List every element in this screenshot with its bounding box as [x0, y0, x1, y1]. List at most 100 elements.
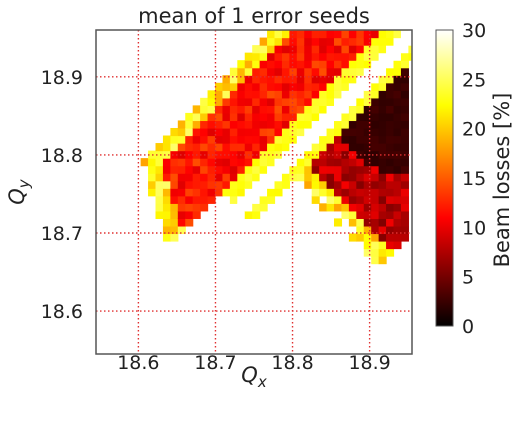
heatmap-cell — [393, 173, 402, 182]
colorbar-tick-label: 15 — [462, 168, 486, 190]
heatmap-cell — [259, 135, 268, 144]
heatmap-cell — [229, 127, 238, 137]
heatmap-cell — [400, 135, 409, 144]
heatmap-cell — [371, 165, 380, 174]
heatmap-cell — [304, 52, 313, 61]
heatmap-cell — [267, 82, 276, 91]
heatmap-cell — [326, 150, 335, 159]
heatmap-cell — [363, 75, 372, 84]
heatmap-cell — [274, 120, 283, 129]
heatmap-cell — [296, 60, 305, 69]
heatmap-cell — [348, 60, 357, 69]
heatmap-cell — [386, 233, 395, 242]
heatmap-cell — [393, 225, 402, 235]
heatmap-cell — [326, 158, 335, 167]
heatmap-cell — [348, 158, 357, 167]
heatmap-cell — [229, 90, 238, 99]
heatmap-cell — [371, 82, 380, 91]
heatmap-cell — [348, 75, 357, 84]
x-axis-label: Qx — [241, 363, 267, 391]
heatmap-cell — [341, 127, 350, 137]
heatmap-cell — [326, 173, 335, 182]
heatmap-cell — [162, 180, 171, 189]
heatmap-cell — [386, 60, 395, 69]
heatmap-cell — [326, 143, 335, 152]
heatmap-cell — [215, 158, 224, 167]
heatmap-cell — [252, 165, 261, 174]
heatmap-cell — [348, 233, 357, 242]
colorbar-tick-label: 25 — [462, 69, 486, 91]
heatmap-cell — [334, 37, 343, 46]
heatmap-cell — [311, 45, 320, 54]
heatmap-cell — [259, 112, 268, 122]
heatmap-cell — [371, 173, 380, 182]
heatmap-cell — [281, 143, 290, 152]
heatmap-cell — [326, 97, 335, 106]
heatmap-cell — [252, 82, 261, 91]
heatmap-cell — [378, 240, 387, 250]
heatmap-cell — [281, 180, 290, 189]
heatmap-cell — [185, 180, 194, 189]
heatmap-cell — [162, 150, 171, 159]
heatmap-cell — [162, 225, 171, 235]
heatmap-cell — [356, 90, 365, 99]
heatmap-cell — [267, 75, 276, 84]
heatmap-cell — [371, 60, 380, 69]
heatmap-cell — [296, 105, 305, 114]
heatmap-cell — [177, 173, 186, 182]
heatmap-cell — [341, 112, 350, 122]
heatmap-cell — [237, 112, 246, 122]
heatmap-cell — [334, 30, 343, 39]
heatmap-cell — [244, 158, 253, 167]
heatmap-cell — [341, 135, 350, 144]
heatmap-cell — [386, 218, 395, 227]
heatmap-cell — [222, 143, 231, 152]
heatmap-cell — [192, 203, 201, 212]
heatmap-cell — [334, 52, 343, 61]
heatmap-cell — [334, 112, 343, 122]
heatmap-cell — [363, 127, 372, 137]
heatmap-cell — [162, 165, 171, 174]
heatmap-cell — [185, 173, 194, 182]
heatmap-cell — [393, 180, 402, 189]
heatmap-cell — [356, 135, 365, 144]
heatmap-cell — [244, 203, 253, 212]
heatmap-cell — [274, 150, 283, 159]
heatmap-cell — [363, 188, 372, 197]
heatmap-cell — [341, 188, 350, 197]
heatmap-cell — [281, 75, 290, 84]
heatmap-cell — [400, 218, 409, 227]
heatmap-cell — [259, 180, 268, 189]
heatmap-cell — [274, 90, 283, 99]
heatmap-cell — [200, 120, 209, 129]
heatmap-cell — [259, 150, 268, 159]
heatmap-cell — [319, 203, 328, 212]
heatmap-cell — [334, 188, 343, 197]
heatmap-cell — [363, 195, 372, 204]
heatmap-cell — [237, 173, 246, 182]
heatmap-cell — [334, 90, 343, 99]
heatmap-cell — [393, 52, 402, 61]
heatmap-cell — [252, 158, 261, 167]
heatmap-cell — [311, 90, 320, 99]
heatmap-cell — [267, 52, 276, 61]
heatmap-cell — [162, 143, 171, 152]
heatmap-cell — [393, 120, 402, 129]
heatmap-cell — [334, 173, 343, 182]
heatmap-cell — [237, 188, 246, 197]
heatmap-cell — [229, 75, 238, 84]
heatmap-cell — [408, 52, 412, 61]
heatmap-cell — [259, 90, 268, 99]
heatmap-cell — [371, 135, 380, 144]
heatmap-cell — [393, 150, 402, 159]
heatmap-cell — [252, 52, 261, 61]
heatmap-cell — [274, 37, 283, 46]
heatmap-cell — [267, 120, 276, 129]
heatmap-cell — [222, 105, 231, 114]
heatmap-cell — [348, 52, 357, 61]
heatmap-cell — [371, 195, 380, 204]
heatmap-cell — [192, 158, 201, 167]
heatmap-cell — [348, 165, 357, 174]
heatmap-cell — [348, 45, 357, 54]
heatmap-cell — [348, 135, 357, 144]
